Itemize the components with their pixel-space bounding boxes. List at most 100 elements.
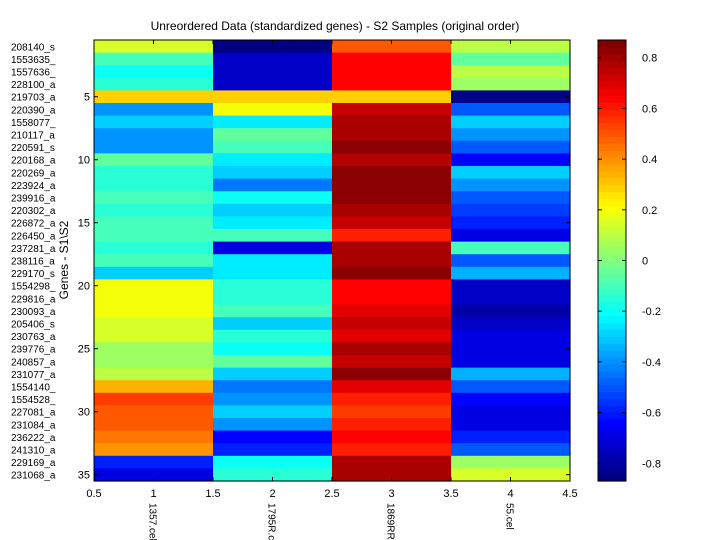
- colorbar-swatch: [598, 143, 626, 151]
- heatmap-cell: [332, 40, 452, 54]
- heatmap-cell: [332, 65, 452, 79]
- heatmap-cells: [94, 40, 571, 482]
- heatmap-cell: [94, 443, 214, 457]
- x-tick-label: 0.5: [86, 488, 101, 500]
- heatmap-cell: [451, 317, 571, 331]
- heatmap-cell: [451, 443, 571, 457]
- x-tick-label: 3: [388, 488, 394, 500]
- row-label: 230763_a: [11, 332, 56, 343]
- colorbar-swatch: [598, 412, 626, 420]
- colorbar-swatch: [598, 239, 626, 248]
- colorbar-swatch: [598, 115, 626, 124]
- heatmap-cell: [451, 40, 571, 54]
- heatmap-cell: [451, 203, 571, 217]
- heatmap-cell: [451, 103, 571, 117]
- heatmap-cell: [451, 455, 571, 469]
- colorbar-swatch: [598, 53, 626, 62]
- heatmap-cell: [451, 266, 571, 280]
- row-label: 210117_a: [11, 131, 55, 142]
- heatmap-cell: [213, 103, 333, 117]
- x-tick-label: 1.5: [205, 488, 220, 500]
- heatmap-cell: [332, 418, 452, 432]
- row-label: 226450_a: [11, 231, 56, 242]
- row-label: 240857_a: [11, 357, 56, 368]
- row-label: 227081_a: [11, 408, 56, 419]
- heatmap-cell: [94, 355, 214, 369]
- colorbar-swatch: [598, 370, 626, 379]
- heatmap-cell: [94, 279, 214, 293]
- colorbar-swatch: [598, 191, 626, 200]
- heatmap-cell: [332, 140, 452, 154]
- y-tick-label: 20: [78, 281, 90, 293]
- heatmap-cell: [451, 115, 571, 129]
- heatmap-cell: [94, 229, 214, 243]
- colorbar-swatch: [598, 150, 626, 158]
- row-label: 1554140_: [11, 383, 56, 394]
- colorbar-swatch: [598, 453, 626, 461]
- heatmap-cell: [213, 468, 333, 482]
- row-label: 1554298_: [11, 282, 56, 293]
- row-labels: 208140_s 1553635_ 1557636_228100_a 219703_a…: [11, 42, 56, 481]
- colorbar-swatch: [598, 288, 626, 296]
- colorbar-tick-label: -0.2: [642, 306, 661, 318]
- row-label: 238116_a: [11, 257, 55, 268]
- heatmap-cell: [213, 115, 333, 129]
- heatmap-cell: [451, 166, 571, 180]
- row-label: 208140_s: [11, 42, 55, 53]
- colorbar-swatch: [598, 391, 626, 399]
- colorbar-swatch: [598, 363, 626, 372]
- row-label: 1553635_: [11, 55, 56, 66]
- heatmap-cell: [451, 229, 571, 243]
- colorbar-swatch: [598, 88, 626, 96]
- colorbar-swatch: [598, 467, 626, 475]
- y-tick-label: 30: [78, 407, 90, 419]
- heatmap-cell: [332, 191, 452, 205]
- heatmap-cell: [213, 317, 333, 331]
- colorbar-swatch: [598, 322, 626, 331]
- heatmap-cell: [94, 191, 214, 205]
- heatmap-cell: [332, 317, 452, 331]
- colorbar: [598, 40, 626, 482]
- heatmap-cell: [213, 266, 333, 280]
- heatmap-cell: [451, 90, 571, 104]
- row-label: 229170_s: [11, 269, 55, 280]
- heatmap-cell: [332, 266, 452, 280]
- heatmap-cell: [94, 65, 214, 79]
- y-tick-label: 25: [78, 344, 90, 356]
- colorbar-swatch: [598, 418, 626, 427]
- row-label: 231077_a: [11, 370, 56, 381]
- heatmap-cell: [213, 455, 333, 469]
- y-tick-label: 35: [78, 470, 90, 482]
- heatmap-cell: [213, 216, 333, 230]
- heatmap-cell: [94, 178, 214, 192]
- heatmap-cell: [94, 430, 214, 444]
- heatmap-cell: [332, 52, 452, 66]
- heatmap-cell: [332, 241, 452, 255]
- colorbar-tick-label: 0.6: [642, 103, 657, 115]
- heatmap-cell: [213, 443, 333, 457]
- heatmap-cell: [213, 292, 333, 306]
- heatmap-cell: [213, 279, 333, 293]
- heatmap-cell: [332, 392, 452, 406]
- heatmap-cell: [451, 380, 571, 394]
- colorbar-swatch: [598, 122, 626, 131]
- colorbar-swatch: [598, 460, 626, 468]
- row-label: 237281_a: [11, 244, 56, 255]
- heatmap-cell: [94, 90, 214, 104]
- heatmap-cell: [332, 304, 452, 318]
- heatmap-cell: [213, 380, 333, 394]
- heatmap-cell: [332, 292, 452, 306]
- heatmap-cell: [213, 178, 333, 192]
- heatmap-cell: [213, 77, 333, 91]
- heatmap-cell: [213, 191, 333, 205]
- x-tick-label: 4: [507, 488, 513, 500]
- heatmap-cell: [94, 128, 214, 142]
- heatmap-cell: [213, 153, 333, 167]
- heatmap-cell: [451, 279, 571, 293]
- heatmap-cell: [451, 216, 571, 230]
- heatmap-cell: [332, 254, 452, 268]
- heatmap-cell: [213, 166, 333, 180]
- heatmap-cell: [94, 342, 214, 356]
- heatmap-cell: [94, 317, 214, 331]
- colorbar-swatch: [598, 329, 626, 337]
